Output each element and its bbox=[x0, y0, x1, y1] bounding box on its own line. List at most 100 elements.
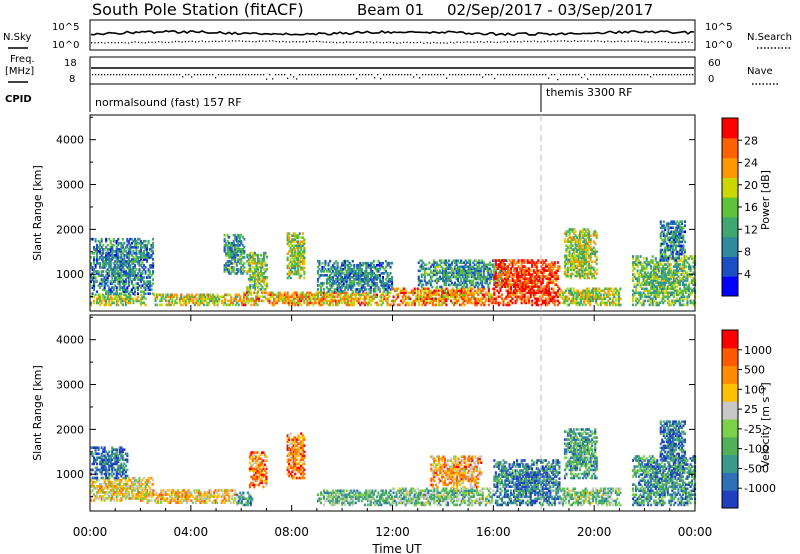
nave-point bbox=[221, 74, 223, 76]
heatmap-cell bbox=[514, 269, 517, 272]
heatmap-cell bbox=[592, 266, 595, 270]
heatmap-cell bbox=[138, 262, 141, 265]
nave-point bbox=[125, 74, 127, 76]
heatmap-cell bbox=[351, 276, 354, 279]
heatmap-cell bbox=[240, 252, 243, 255]
heatmap-cell bbox=[135, 254, 138, 257]
heatmap-cell bbox=[443, 259, 446, 263]
heatmap-cell bbox=[538, 295, 541, 299]
heatmap-cell bbox=[583, 254, 586, 258]
heatmap-cell bbox=[330, 272, 333, 275]
heatmap-cell bbox=[546, 283, 549, 287]
heatmap-cell bbox=[651, 269, 654, 272]
heatmap-cell bbox=[336, 276, 339, 279]
heatmap-cell bbox=[531, 261, 534, 264]
heatmap-cell bbox=[572, 301, 575, 305]
heatmap-cell bbox=[232, 250, 235, 253]
heatmap-cell bbox=[160, 297, 163, 301]
heatmap-cell bbox=[371, 272, 374, 275]
heatmap-cell bbox=[130, 297, 133, 301]
heatmap-cell bbox=[351, 272, 354, 275]
heatmap-cell bbox=[537, 273, 540, 276]
heatmap-cell bbox=[511, 301, 514, 305]
heatmap-cell bbox=[441, 267, 445, 271]
heatmap-cell bbox=[424, 291, 427, 295]
heatmap-cell bbox=[366, 263, 369, 267]
heatmap-cell bbox=[565, 272, 568, 276]
heatmap-cell bbox=[549, 299, 552, 303]
heatmap-cell bbox=[519, 289, 522, 293]
heatmap-cell bbox=[112, 256, 115, 259]
heatmap-cell bbox=[517, 265, 520, 268]
heatmap-cell bbox=[294, 260, 297, 264]
heatmap-cell bbox=[565, 244, 568, 248]
heatmap-cell bbox=[380, 272, 383, 275]
heatmap-cell bbox=[454, 297, 457, 301]
heatmap-cell bbox=[310, 301, 313, 305]
heatmap-cell bbox=[347, 286, 350, 289]
heatmap-cell bbox=[595, 293, 598, 297]
heatmap-cell bbox=[228, 303, 231, 307]
heatmap-cell bbox=[453, 289, 456, 293]
heatmap-cell bbox=[228, 248, 231, 251]
heatmap-cell bbox=[362, 272, 365, 275]
heatmap-cell bbox=[684, 291, 688, 295]
heatmap-cell bbox=[359, 272, 362, 275]
heatmap-cell bbox=[568, 274, 571, 278]
heatmap-cell bbox=[475, 299, 478, 303]
heatmap-cell bbox=[226, 252, 229, 255]
heatmap-cell bbox=[468, 297, 471, 301]
heatmap-cell bbox=[229, 272, 232, 275]
heatmap-cell bbox=[497, 273, 501, 276]
nave-point bbox=[560, 74, 562, 76]
heatmap-cell bbox=[675, 291, 678, 295]
heatmap-cell bbox=[474, 297, 477, 301]
heatmap-cell bbox=[494, 301, 497, 305]
heatmap-cell bbox=[484, 265, 487, 269]
freq-tick-top: 18 bbox=[64, 58, 77, 69]
heatmap-cell bbox=[516, 299, 519, 303]
heatmap-cell bbox=[291, 240, 294, 244]
heatmap-cell bbox=[445, 303, 448, 307]
heatmap-cell bbox=[523, 259, 526, 262]
heatmap-cell bbox=[277, 295, 280, 299]
heatmap-cell bbox=[243, 237, 246, 241]
heatmap-cell bbox=[510, 271, 513, 274]
heatmap-cell bbox=[511, 279, 514, 283]
heatmap-cell bbox=[262, 276, 266, 279]
heatmap-cell bbox=[451, 269, 454, 273]
heatmap-cell bbox=[575, 301, 578, 305]
heatmap-cell bbox=[342, 280, 345, 283]
heatmap-cell bbox=[115, 268, 118, 271]
nave-point bbox=[242, 74, 244, 76]
heatmap-cell bbox=[430, 299, 433, 303]
heatmap-cell bbox=[445, 299, 448, 303]
heatmap-cell bbox=[266, 276, 269, 279]
heatmap-cell bbox=[123, 270, 126, 273]
heatmap-cell bbox=[653, 271, 656, 274]
heatmap-cell bbox=[431, 293, 434, 297]
heatmap-cell bbox=[428, 301, 431, 305]
heatmap-cell bbox=[359, 263, 362, 267]
heatmap-cell bbox=[192, 299, 195, 303]
heatmap-cell bbox=[353, 301, 356, 305]
heatmap-cell bbox=[147, 254, 150, 257]
heatmap-cell bbox=[616, 303, 619, 307]
heatmap-cell bbox=[540, 271, 543, 274]
heatmap-cell bbox=[286, 242, 289, 246]
nave-point bbox=[167, 74, 169, 76]
heatmap-cell bbox=[490, 273, 493, 277]
heatmap-cell bbox=[380, 282, 383, 285]
heatmap-cell bbox=[464, 277, 467, 281]
heatmap-cell bbox=[118, 260, 121, 263]
heatmap-cell bbox=[417, 261, 420, 265]
heatmap-cell bbox=[556, 299, 560, 303]
heatmap-cell bbox=[672, 283, 675, 287]
heatmap-cell bbox=[550, 297, 553, 301]
heatmap-cell bbox=[444, 259, 448, 263]
heatmap-cell bbox=[139, 280, 143, 283]
heatmap-cell bbox=[648, 297, 651, 301]
heatmap-cell bbox=[537, 275, 540, 278]
heatmap-cell bbox=[344, 301, 347, 305]
heatmap-cell bbox=[662, 271, 665, 274]
